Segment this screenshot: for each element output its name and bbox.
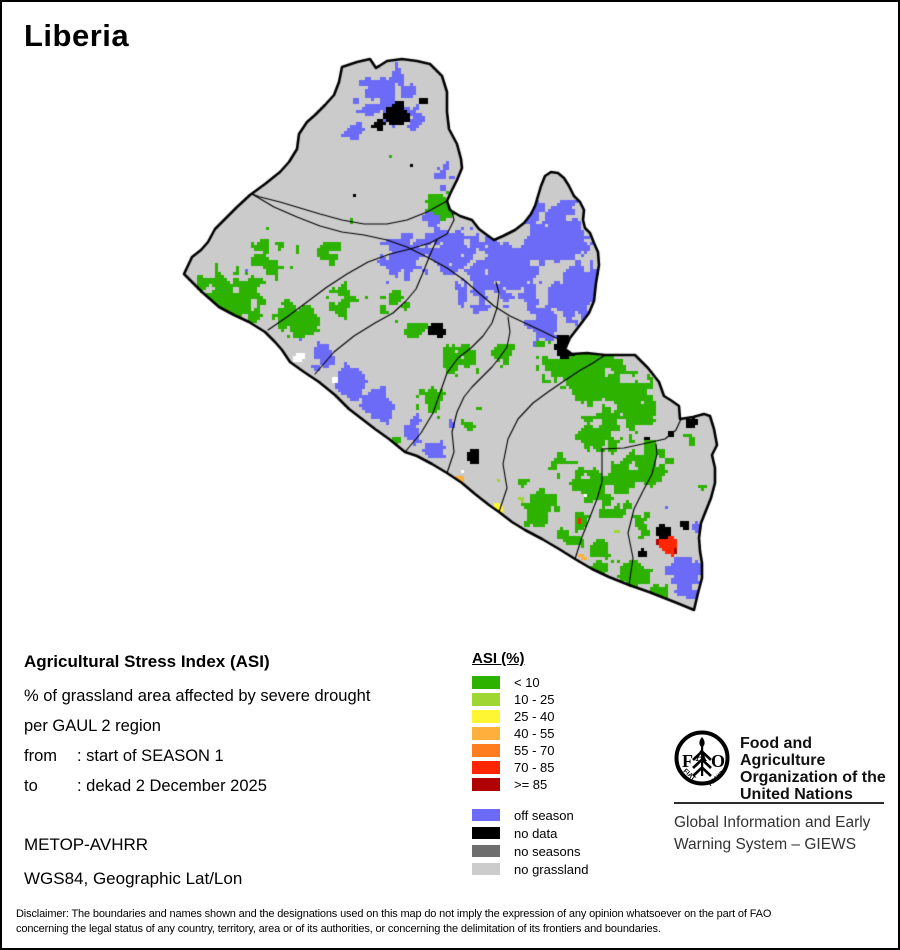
giews-name: Global Information and Early Warning Sys…	[674, 812, 870, 856]
giews-line: Global Information and Early	[674, 814, 871, 831]
legend-label: 55 - 70	[514, 743, 555, 758]
legend-label: 70 - 85	[514, 760, 555, 775]
legend-title: ASI (%)	[472, 650, 525, 667]
disclaimer-text: Disclaimer: The boundaries and names sho…	[16, 907, 891, 937]
sensor-label: METOP-AVHRR	[24, 835, 149, 854]
info-line-grassland: % of grassland area affected by severe d…	[24, 687, 371, 705]
legend-swatch	[472, 727, 500, 740]
fao-org-name: Food and Agriculture Organization of the…	[740, 735, 886, 803]
legend-row: no data	[472, 824, 662, 842]
fao-divider	[674, 802, 884, 804]
legend-swatch	[472, 710, 500, 723]
info-line-to: to : dekad 2 December 2025	[24, 778, 464, 795]
svg-text:F: F	[682, 751, 693, 771]
map-info-block: Agricultural Stress Index (ASI) % of gra…	[24, 652, 464, 889]
legend-label: 25 - 40	[514, 709, 555, 724]
legend-swatch	[472, 761, 500, 774]
legend-label: no seasons	[514, 843, 581, 859]
info-heading: Agricultural Stress Index (ASI)	[24, 652, 270, 671]
legend-row: 25 - 40	[472, 708, 662, 725]
legend-row: no grassland	[472, 860, 662, 878]
legend-label: 10 - 25	[514, 692, 555, 707]
legend-label: >= 85	[514, 777, 548, 792]
legend-row: 40 - 55	[472, 725, 662, 742]
disclaimer-line: Disclaimer: The boundaries and names sho…	[16, 908, 772, 920]
legend-swatch	[472, 845, 500, 857]
fao-org-line: United Nations	[740, 786, 853, 803]
fao-org-line: Organization of the	[740, 769, 886, 786]
legend-swatch	[472, 827, 500, 839]
legend-swatch	[472, 809, 500, 821]
legend-row: 55 - 70	[472, 742, 662, 759]
legend-extra-classes: off season no data no seasons no grassland	[472, 806, 662, 878]
legend-label: no grassland	[514, 861, 589, 877]
asi-legend: ASI (%) < 10 10 - 25 25 - 40 40 - 55 55 - 70…	[472, 650, 662, 878]
legend-row: >= 85	[472, 776, 662, 793]
legend-label: 40 - 55	[514, 726, 555, 741]
legend-row: no seasons	[472, 842, 662, 860]
svg-text:O: O	[711, 751, 725, 771]
legend-row: 10 - 25	[472, 691, 662, 708]
legend-label: < 10	[514, 675, 540, 690]
legend-row: off season	[472, 806, 662, 824]
fao-footer-block: F A O FIAT PANIS Food and Agriculture Or…	[674, 730, 886, 860]
to-label: to	[24, 777, 38, 795]
to-value: : dekad 2 December 2025	[77, 777, 267, 795]
legend-row: < 10	[472, 674, 662, 691]
legend-swatch	[472, 676, 500, 689]
legend-swatch	[472, 863, 500, 875]
giews-line: Warning System – GIEWS	[674, 836, 857, 853]
fao-org-line: Food and Agriculture	[740, 735, 826, 769]
projection-label: WGS84, Geographic Lat/Lon	[24, 869, 243, 888]
legend-label: off season	[514, 807, 574, 823]
legend-label: no data	[514, 825, 558, 841]
disclaimer-line: concerning the legal status of any count…	[16, 923, 661, 935]
legend-asi-classes: < 10 10 - 25 25 - 40 40 - 55 55 - 70 70 - 85 >…	[472, 674, 662, 793]
legend-swatch	[472, 744, 500, 757]
info-line-from: from : start of SEASON 1	[24, 748, 464, 765]
fao-logo-icon: F A O FIAT PANIS	[674, 730, 730, 786]
legend-row: 70 - 85	[472, 759, 662, 776]
info-line-gaul: per GAUL 2 region	[24, 717, 161, 735]
from-value: : start of SEASON 1	[77, 747, 224, 765]
page-title: Liberia	[24, 18, 130, 53]
from-label: from	[24, 747, 57, 765]
legend-swatch	[472, 778, 500, 791]
legend-swatch	[472, 693, 500, 706]
